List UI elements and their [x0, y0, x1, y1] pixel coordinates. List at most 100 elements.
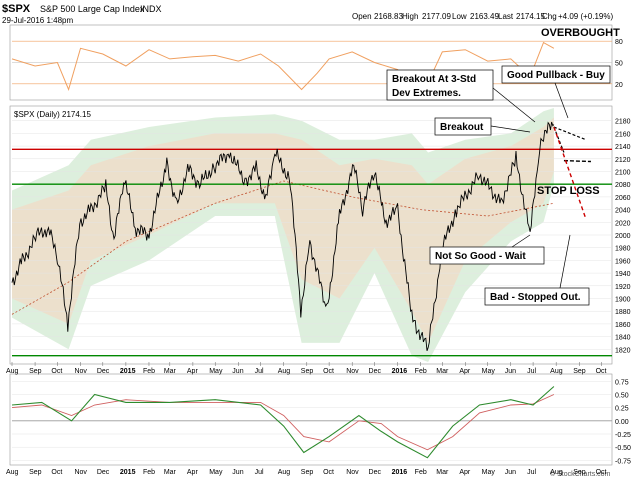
- x-axis-layer: Aug Aug Sep Sep Oct Oct Nov Nov Dec Dec 2015 2015 Fe…: [6, 362, 607, 476]
- x-tick-label: Aug: [278, 368, 291, 375]
- x-tick-label: Mar: [436, 368, 449, 375]
- price-line: [11, 121, 555, 351]
- stop-loss-label: STOP LOSS: [537, 185, 600, 197]
- macd-tick-label: 0.75: [615, 379, 629, 386]
- annotation-breakout: Breakout: [434, 117, 492, 136]
- price-tick-label: 2040: [615, 208, 631, 215]
- price-tick-label: 2180: [615, 119, 631, 126]
- x-tick-label: Nov: [346, 368, 359, 375]
- annotation-breakout-text: Breakout: [440, 122, 484, 133]
- last-value: 2174.15: [516, 12, 545, 21]
- x-tick-label-bottom: Nov: [346, 469, 359, 476]
- price-tick-label: 1920: [615, 284, 631, 291]
- x-tick-label-bottom: May: [209, 469, 223, 476]
- last-label: Last: [498, 12, 514, 21]
- price-tick-label: 2080: [615, 182, 631, 189]
- x-tick-label-bottom: Jun: [232, 469, 243, 476]
- symbol: $SPX: [2, 3, 31, 15]
- macd-signal-line: [11, 394, 555, 451]
- price-tick-label: 1820: [615, 347, 631, 354]
- overbought-label: OVERBOUGHT: [541, 27, 620, 39]
- price-tick-label: 1960: [615, 258, 631, 265]
- projection-pullback-line: [553, 126, 565, 153]
- annotation-bad-stopped: Bad - Stopped Out.: [484, 287, 590, 306]
- price-tick-label: 1860: [615, 322, 631, 329]
- x-tick-label: Feb: [143, 368, 155, 375]
- macd-line: [11, 386, 555, 459]
- x-tick-label: Apr: [459, 368, 471, 375]
- rsi-tick-label: 80: [615, 39, 623, 46]
- x-tick-label: 2016: [392, 368, 408, 375]
- x-tick-label-bottom: Mar: [436, 469, 449, 476]
- x-tick-label-bottom: 2016: [392, 469, 408, 476]
- x-tick-label: Aug: [6, 368, 19, 375]
- x-tick-label-bottom: Jun: [505, 469, 516, 476]
- open-value: 2168.83: [374, 12, 403, 21]
- x-tick-label: Dec: [97, 368, 110, 375]
- annotation-not-so-good: Not So Good - Wait: [429, 246, 545, 265]
- price-tick-label: 1940: [615, 271, 631, 278]
- x-tick-label-bottom: Feb: [415, 469, 427, 476]
- high-label: High: [402, 12, 418, 21]
- x-tick-label-bottom: Oct: [51, 469, 62, 476]
- price-tick-label: 2120: [615, 157, 631, 164]
- x-tick-label: Nov: [74, 368, 87, 375]
- chg-value: +4.09 (+0.19%): [558, 12, 613, 21]
- annotation-pointers: [490, 82, 571, 289]
- watermark: © StockCharts.com: [550, 470, 611, 478]
- x-tick-label: Jul: [255, 368, 264, 375]
- x-tick-label-bottom: May: [482, 469, 496, 476]
- bollinger-inner-band: [12, 117, 554, 343]
- macd-tick-label: -0.50: [615, 445, 631, 452]
- projection-good-line: [553, 126, 587, 141]
- x-tick-label: 2015: [120, 368, 136, 375]
- price-tick-label: 1840: [615, 335, 631, 342]
- x-tick-label: May: [482, 368, 496, 375]
- macd-tick-label: 0.00: [615, 419, 629, 426]
- annotation-bad-stopped-text: Bad - Stopped Out.: [490, 292, 581, 303]
- x-tick-label: Oct: [596, 368, 607, 375]
- x-tick-label: May: [209, 368, 223, 375]
- x-tick-label-bottom: Oct: [323, 469, 334, 476]
- price-tick-label: 1980: [615, 246, 631, 253]
- x-tick-label: Sep: [29, 368, 42, 375]
- x-tick-label: Apr: [187, 368, 199, 375]
- price-tick-label: 2140: [615, 144, 631, 151]
- macd-layer: -0.75 -0.50 -0.25 0.00 0.25 0.50 0.75: [11, 379, 631, 465]
- x-tick-label-bottom: Aug: [550, 469, 563, 476]
- rsi-line: [11, 41, 555, 92]
- macd-tick-label: 0.50: [615, 392, 629, 399]
- price-tick-label: 1880: [615, 309, 631, 316]
- x-tick-label: Dec: [369, 368, 382, 375]
- price-tick-label: 2060: [615, 195, 631, 202]
- annotation-not-so-good-text: Not So Good - Wait: [435, 251, 526, 262]
- chart-date: 29-Jul-2016 1:48pm: [2, 16, 73, 25]
- price-tick-label: 2100: [615, 170, 631, 177]
- x-tick-label: Jul: [527, 368, 536, 375]
- rsi-tick-label: 50: [615, 61, 623, 68]
- x-tick-label: Oct: [51, 368, 62, 375]
- high-value: 2177.09: [422, 12, 451, 21]
- x-tick-label: Feb: [415, 368, 427, 375]
- moving-average-line: [11, 180, 554, 315]
- price-tick-label: 2020: [615, 220, 631, 227]
- price-layer: 1820 1840 1860 1880 1900 1920 1940 1960 1980 2000…: [11, 108, 631, 362]
- x-tick-label: Mar: [164, 368, 177, 375]
- index-name: S&P 500 Large Cap Index: [40, 4, 145, 14]
- x-tick-label-bottom: Dec: [369, 469, 382, 476]
- macd-tick-label: 0.25: [615, 406, 629, 413]
- x-tick-label-bottom: Sep: [301, 469, 314, 476]
- projection-bad-line: [553, 126, 587, 220]
- low-value: 2163.49: [470, 12, 499, 21]
- low-label: Low: [452, 12, 467, 21]
- x-tick-label: Jun: [232, 368, 243, 375]
- x-tick-label-bottom: Jul: [527, 469, 536, 476]
- annotation-breakout-3std-line2: Dev Extremes.: [392, 88, 461, 99]
- x-tick-label-bottom: Sep: [573, 469, 586, 476]
- price-panel-label: $SPX (Daily) 2174.15: [14, 110, 91, 119]
- rsi-tick-label: 20: [615, 82, 623, 89]
- macd-tick-label: -0.25: [615, 432, 631, 439]
- annotation-good-pullback: Good Pullback - Buy: [501, 65, 611, 84]
- projection-buy-line: [563, 159, 591, 163]
